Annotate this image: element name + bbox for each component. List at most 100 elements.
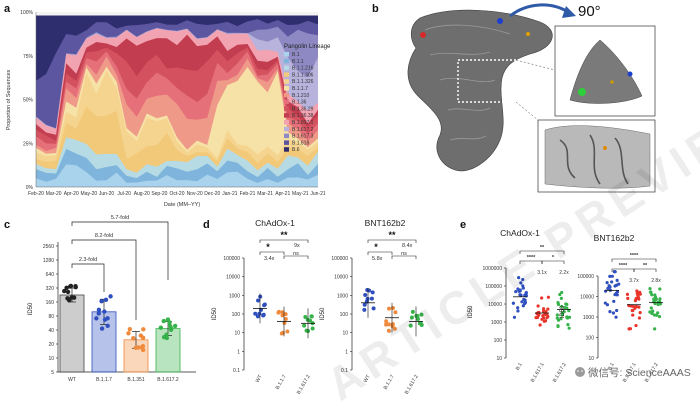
d-ytick: 1 [345,349,348,355]
d-point [253,311,258,316]
a-xtick: Aug-20 [134,191,150,197]
d-point [408,323,413,328]
c-fold-label: 8.2-fold [95,233,113,239]
c-point [131,336,136,341]
d-sig-star: * [266,242,270,252]
d-xtick: B.1.617.2 [296,374,312,396]
rotation-arrow [509,3,569,18]
e-point [512,315,517,319]
d-ytick: 1000 [337,293,348,299]
c-ytick: 5 [51,370,54,376]
e-point [605,303,610,307]
c-point [140,344,146,349]
legend-swatch [284,65,289,71]
legend-swatch [284,79,289,84]
d-point [371,306,376,311]
wechat-icon [575,367,585,377]
e-point [657,314,662,319]
e-fold: 2.2x [559,270,569,276]
e-ytick: 1000 [583,315,594,321]
c-fold-label: 5.7-fold [111,215,129,221]
d-fold-left: 3.4x [264,256,275,262]
panel-label-a: a [4,3,11,15]
legend-entry: B.1.618 [292,140,309,146]
d-ytick: 10 [342,331,348,337]
d-point [277,309,282,314]
e-xtick: B.1 [607,362,616,372]
spike-top-view [569,39,643,104]
d-point [257,311,262,316]
c-point [99,298,104,304]
e-sig: ** [643,263,648,269]
e-point [567,326,571,330]
e-xtick: B.1.617.1 [530,362,546,384]
c-point [141,327,146,332]
e-point [559,317,563,321]
e-point [540,296,544,300]
legend-swatch [284,147,289,152]
c-point [99,326,105,331]
e-point [613,284,617,288]
c-point [161,334,167,340]
c-xtick: B.1.351 [127,377,144,383]
legend-entry: B.1 [292,52,300,58]
a-xtick: Jun-20 [99,191,115,197]
e-point [615,293,619,297]
e-xtick: B.1.617.2 [552,362,568,384]
d-point [391,306,396,311]
legend-swatch [284,92,289,98]
e-point [536,304,540,308]
e-point [566,323,570,327]
e-point [519,281,523,285]
d-point [302,323,307,328]
c-ytick: 1280 [43,258,54,264]
lineage-streamgraph [36,15,318,188]
lineage-area [36,148,318,187]
e-point [522,297,526,302]
d-point [369,296,374,301]
e-ytick: 100000 [577,274,594,280]
e-point [637,297,641,301]
d-point [393,310,398,315]
d-sig-star: * [374,242,378,252]
e-ytick: 10000 [488,302,502,308]
e-point [519,293,523,297]
e-point [615,278,619,283]
a-xtick: Mar-20 [46,191,62,197]
d-point [386,328,391,333]
e-sig: **** [630,253,639,259]
c-point [102,309,107,314]
e-point [558,292,562,297]
green-marker [578,88,586,96]
a-xtick: Sep-20 [151,191,167,197]
d-fold-top: 9x [294,243,300,249]
e-point [625,292,630,296]
c-point [102,317,108,322]
e-point [538,323,542,327]
c-point [140,347,146,353]
e-point [648,290,653,294]
lineage-legend: B.1B.1.1B.1.1.216B.1.1.306B.1.1.326B.1.1… [284,52,314,153]
e-point [634,304,639,309]
e-point [651,309,655,313]
d-point [419,312,424,317]
d-point [384,322,389,327]
d-point [305,317,310,322]
c-ytick: 40 [48,328,54,334]
c-point [64,285,69,291]
a-xtick: Jun-21 [310,191,326,197]
d-point [417,321,422,326]
a-ytick: 75% [23,54,34,60]
c-ytick: 10 [48,356,54,362]
a-ytick: 0% [26,185,34,191]
panel-b-structure: 90° [407,3,656,193]
e-point [516,287,520,291]
d-point [285,329,290,334]
c-point [103,297,109,303]
legend-entry: B.1.36.38 [292,113,314,119]
e-point [542,319,546,323]
e-point [523,300,528,305]
e-sig: **** [619,263,628,269]
e-point [556,302,561,307]
legend-swatch [284,52,289,57]
